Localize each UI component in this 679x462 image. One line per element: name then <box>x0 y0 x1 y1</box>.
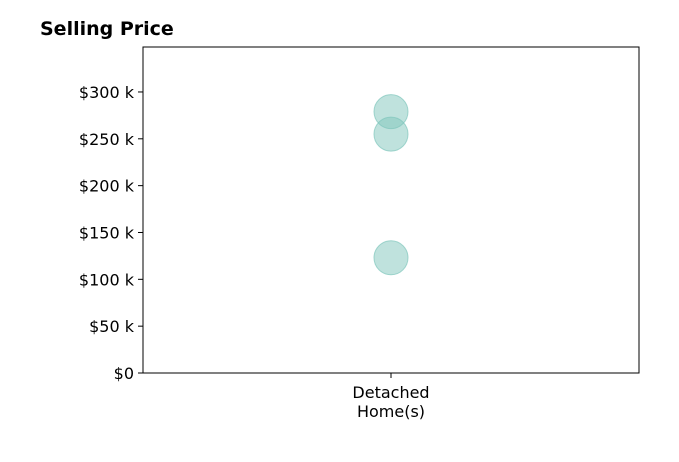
data-point <box>373 116 409 152</box>
data-point <box>373 240 409 276</box>
y-tick-label: $0 <box>114 364 134 383</box>
y-tick-label: $50 k <box>89 317 135 336</box>
y-tick-label: $250 k <box>79 130 135 149</box>
y-tick-label: $100 k <box>79 270 135 289</box>
y-tick-label: $150 k <box>79 223 135 242</box>
x-tick-label: Detached Home(s) <box>352 383 429 421</box>
chart-title: Selling Price <box>40 18 174 40</box>
plot-area: $0 $50 k $100 k $150 k $200 k $250 k $300 k Det… <box>79 46 640 421</box>
y-tick-label: $300 k <box>79 83 135 102</box>
y-tick-label: $200 k <box>79 177 135 196</box>
